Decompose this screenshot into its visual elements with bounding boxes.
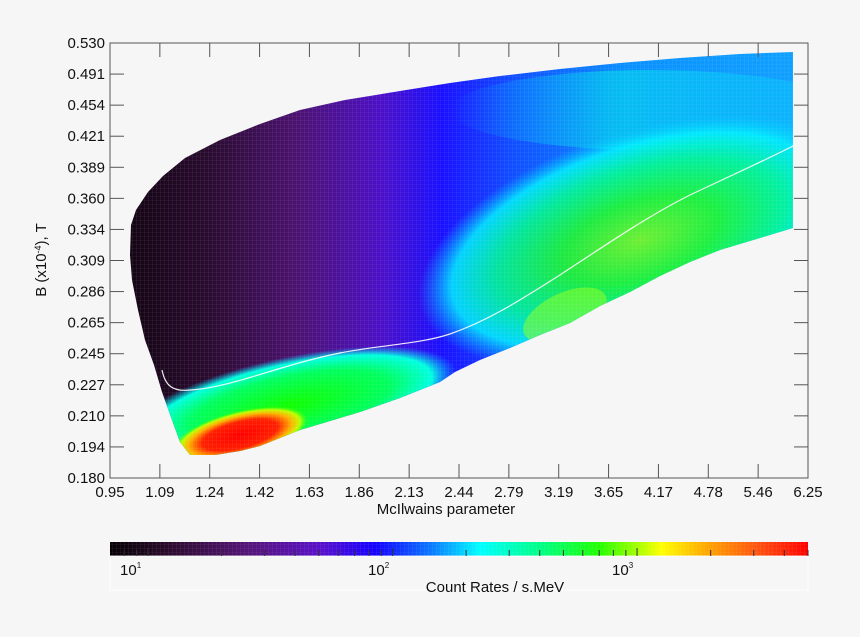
colorbar-ticks: [123, 548, 809, 556]
x-tick-label: 1.86: [345, 484, 374, 501]
x-tick-label: 6.25: [793, 484, 822, 501]
y-tick-label: 0.227: [67, 377, 105, 394]
y-axis-title: B (x10-4), T: [33, 223, 50, 297]
x-tick-label: 1.24: [195, 484, 224, 501]
x-axis-title: McIlwains parameter: [377, 501, 515, 518]
x-tick-label: 1.42: [245, 484, 274, 501]
x-tick-label: 4.17: [644, 484, 673, 501]
colorbar-tick-10-2: 102: [368, 561, 390, 579]
y-tick-label: 0.309: [67, 253, 105, 270]
y-tick-label: 0.245: [67, 346, 105, 363]
colorbar-tick-10-3: 103: [612, 561, 634, 579]
x-tick-label: 4.78: [694, 484, 723, 501]
y-tick-label: 0.360: [67, 190, 105, 207]
y-axis-tick-labels: 0.530 0.491 0.454 0.421 0.389 0.360 0.334 0.309…: [67, 35, 105, 487]
y-axis-ticks: [110, 42, 808, 479]
y-tick-label: 0.454: [67, 97, 105, 114]
x-axis-tick-labels: 0.95 1.09 1.24 1.42 1.63 1.86 2.13 2.44 2.79 3.19…: [95, 484, 822, 501]
x-tick-label: 0.95: [95, 484, 124, 501]
x-tick-label: 2.13: [395, 484, 424, 501]
y-tick-label: 0.389: [67, 159, 105, 176]
y-tick-label: 0.194: [67, 439, 105, 456]
y-tick-label: 0.530: [67, 35, 105, 52]
x-tick-label: 3.19: [544, 484, 573, 501]
x-tick-label: 2.79: [494, 484, 523, 501]
overlay-curve: [161, 144, 796, 391]
y-tick-label: 0.334: [67, 221, 105, 238]
x-tick-label: 2.44: [444, 484, 473, 501]
x-tick-label: 1.63: [295, 484, 324, 501]
x-tick-label: 1.09: [145, 484, 174, 501]
colorbar-tick-10-1: 101: [120, 561, 142, 579]
y-tick-label: 0.265: [67, 315, 105, 332]
colorbar-title: Count Rates / s.MeV: [426, 579, 564, 596]
x-tick-label: 3.65: [594, 484, 623, 501]
y-tick-label: 0.286: [67, 284, 105, 301]
x-tick-label: 5.46: [744, 484, 773, 501]
y-tick-label: 0.210: [67, 408, 105, 425]
y-tick-label: 0.180: [67, 470, 105, 487]
colorbar: 101 102 103 Count Rates / s.MeV: [109, 542, 809, 596]
y-tick-label: 0.421: [67, 128, 105, 145]
y-tick-label: 0.491: [67, 66, 105, 83]
x-axis-ticks: [109, 43, 809, 478]
